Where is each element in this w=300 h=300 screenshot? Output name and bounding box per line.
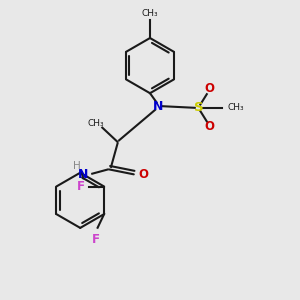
Text: CH₃: CH₃: [88, 119, 104, 128]
Text: CH₃: CH₃: [227, 103, 244, 112]
Text: O: O: [205, 82, 215, 95]
Text: F: F: [92, 233, 100, 246]
Text: S: S: [194, 101, 203, 114]
Text: N: N: [153, 100, 163, 113]
Text: N: N: [78, 168, 88, 181]
Text: CH₃: CH₃: [142, 9, 158, 18]
Text: O: O: [138, 168, 148, 181]
Text: H: H: [73, 161, 81, 171]
Text: F: F: [76, 180, 85, 193]
Text: O: O: [205, 120, 215, 133]
